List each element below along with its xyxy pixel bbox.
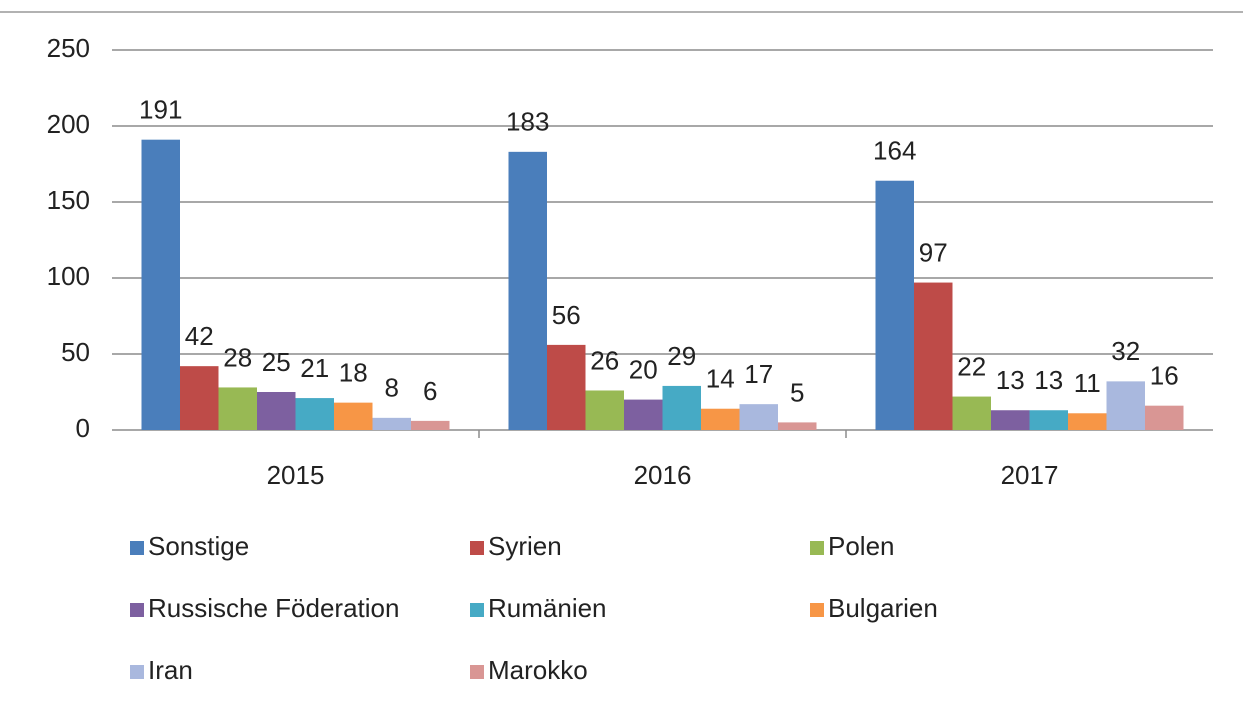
- data-label: 18: [339, 358, 368, 388]
- bar: [295, 398, 334, 430]
- legend-label: Iran: [148, 655, 193, 685]
- data-label: 29: [667, 341, 696, 371]
- legend-label: Syrien: [488, 531, 562, 561]
- y-tick-label: 200: [47, 109, 90, 139]
- data-label: 22: [957, 351, 986, 381]
- legend-label: Polen: [828, 531, 895, 561]
- bar: [334, 402, 373, 430]
- legend-label: Sonstige: [148, 531, 249, 561]
- bar: [508, 151, 547, 430]
- legend-label: Russische Föderation: [148, 593, 399, 623]
- bar: [624, 399, 663, 430]
- bar: [547, 344, 586, 430]
- data-label: 26: [590, 345, 619, 375]
- bar: [372, 417, 411, 430]
- data-label: 5: [790, 377, 804, 407]
- bar: [141, 139, 180, 430]
- bar: [1068, 413, 1107, 430]
- legend-label: Rumänien: [488, 593, 607, 623]
- data-label: 13: [996, 365, 1025, 395]
- x-tick-label: 2017: [1001, 460, 1059, 490]
- data-label: 97: [919, 237, 948, 267]
- data-label: 13: [1034, 365, 1063, 395]
- y-tick-label: 250: [47, 33, 90, 63]
- legend-swatch: [470, 665, 484, 679]
- bar: [1106, 381, 1145, 430]
- bar: [218, 387, 257, 430]
- bar: [662, 385, 701, 430]
- data-label: 32: [1111, 336, 1140, 366]
- data-label: 28: [223, 342, 252, 372]
- data-label: 16: [1150, 361, 1179, 391]
- data-label: 14: [706, 364, 735, 394]
- bar: [1029, 410, 1068, 430]
- bar: [739, 404, 778, 430]
- bar: [180, 366, 219, 430]
- x-tick-label: 2016: [634, 460, 692, 490]
- data-label: 191: [139, 95, 182, 125]
- legend-swatch: [810, 603, 824, 617]
- y-tick-label: 0: [76, 413, 90, 443]
- legend-swatch: [470, 541, 484, 555]
- y-tick-label: 50: [61, 337, 90, 367]
- legend-swatch: [130, 541, 144, 555]
- bar: [257, 392, 296, 430]
- data-label: 25: [262, 347, 291, 377]
- data-label: 56: [552, 300, 581, 330]
- bar: [952, 396, 991, 430]
- data-label: 183: [506, 107, 549, 137]
- bar: [914, 282, 953, 430]
- bar: [991, 410, 1030, 430]
- bar: [778, 422, 817, 430]
- data-label: 21: [300, 353, 329, 383]
- bar: [411, 420, 450, 430]
- legend-swatch: [470, 603, 484, 617]
- data-label: 11: [1074, 368, 1101, 398]
- data-label: 42: [185, 321, 214, 351]
- legend-label: Marokko: [488, 655, 588, 685]
- y-tick-label: 150: [47, 185, 90, 215]
- data-label: 8: [385, 373, 399, 403]
- y-tick-label: 100: [47, 261, 90, 291]
- bar: [701, 408, 740, 430]
- legend-swatch: [130, 665, 144, 679]
- x-tick-label: 2015: [267, 460, 325, 490]
- legend-label: Bulgarien: [828, 593, 938, 623]
- bar: [1145, 405, 1184, 430]
- legend-swatch: [130, 603, 144, 617]
- data-label: 6: [423, 376, 437, 406]
- bar: [585, 390, 624, 430]
- data-label: 20: [629, 354, 658, 384]
- bar: [875, 180, 914, 430]
- data-label: 17: [744, 359, 773, 389]
- legend-swatch: [810, 541, 824, 555]
- data-label: 164: [873, 136, 916, 166]
